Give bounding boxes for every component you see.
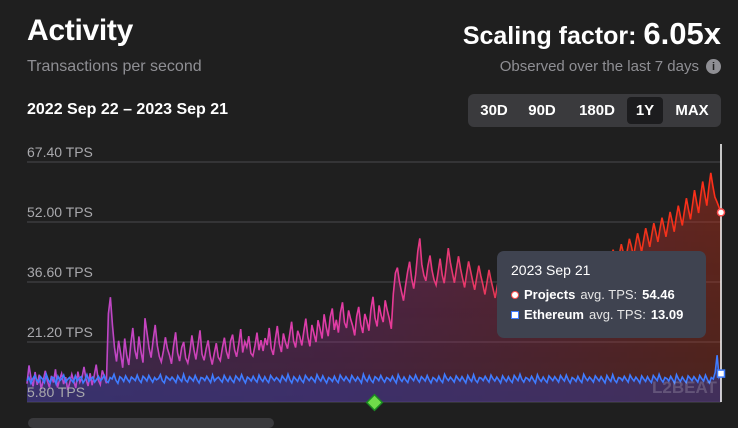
y-tick-label: 67.40 TPS: [27, 144, 93, 160]
watermark-logo: L2BEAT: [652, 378, 717, 397]
tooltip-metric: avg. TPS:: [580, 287, 638, 302]
tooltip-date: 2023 Sep 21: [511, 262, 591, 278]
milestone-marker[interactable]: [365, 393, 384, 412]
scaling-factor: Scaling factor: 6.05x: [463, 16, 721, 52]
range-1y-button[interactable]: 1Y: [627, 97, 663, 124]
range-max-button[interactable]: MAX: [675, 102, 709, 119]
y-tick-label: 36.60 TPS: [27, 264, 93, 280]
tooltip-projects-row: Projects avg. TPS: 54.46: [511, 287, 692, 302]
scaling-value: 6.05x: [643, 16, 721, 51]
scroll-handle[interactable]: [28, 418, 274, 428]
date-range: 2022 Sep 22 – 2023 Sep 21: [27, 101, 229, 118]
y-tick-label: 21.20 TPS: [27, 324, 93, 340]
tooltip-ethereum-label: Ethereum: [524, 307, 584, 322]
tooltip-metric: avg. TPS:: [588, 307, 646, 322]
observed-text: Observed over the last 7 days: [499, 58, 699, 75]
ethereum-square-icon: [511, 310, 519, 319]
range-selector: 30D 90D 180D 1Y MAX: [468, 94, 721, 127]
chart-tooltip: 2023 Sep 21 Projects avg. TPS: 54.46 Eth…: [497, 251, 706, 338]
scaling-label: Scaling factor:: [462, 22, 637, 50]
y-tick-label: 52.00 TPS: [27, 204, 93, 220]
range-180d-button[interactable]: 180D: [579, 102, 615, 119]
y-tick-label: 5.80 TPS: [27, 384, 85, 400]
projects-hover-point: [716, 208, 726, 217]
range-30d-button[interactable]: 30D: [480, 102, 508, 119]
ethereum-area: [27, 355, 721, 402]
page-title: Activity: [27, 14, 133, 47]
ethereum-hover-point: [716, 369, 726, 378]
projects-dot-icon: [511, 290, 519, 299]
observed-note: Observed over the last 7 days i: [500, 58, 721, 75]
page-subtitle: Transactions per second: [27, 58, 202, 75]
tooltip-ethereum-row: Ethereum avg. TPS: 13.09: [511, 307, 692, 322]
range-90d-button[interactable]: 90D: [528, 102, 556, 119]
tooltip-projects-value: 54.46: [642, 287, 675, 302]
info-icon[interactable]: i: [706, 59, 721, 74]
tooltip-ethereum-value: 13.09: [650, 307, 684, 322]
tooltip-projects-label: Projects: [524, 287, 576, 302]
milestone-diamond-icon[interactable]: [365, 393, 384, 412]
ethereum-line: [26, 355, 722, 387]
